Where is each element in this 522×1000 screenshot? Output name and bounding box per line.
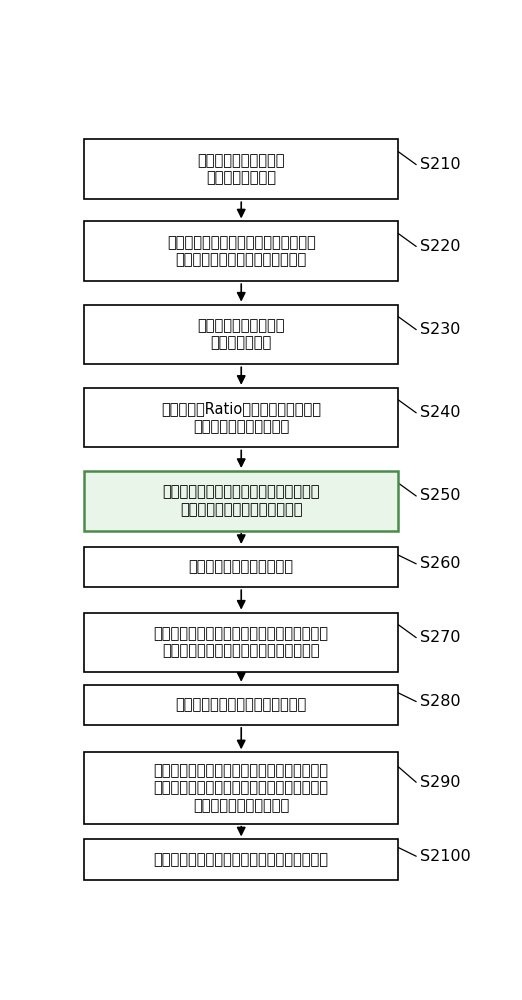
Text: S260: S260 — [420, 556, 461, 571]
Text: S240: S240 — [420, 405, 461, 420]
Text: 根据辐射长度获得材料厚度: 根据辐射长度获得材料厚度 — [189, 560, 294, 575]
FancyBboxPatch shape — [85, 388, 398, 447]
Text: S290: S290 — [420, 775, 461, 790]
Text: S220: S220 — [420, 239, 461, 254]
Text: 计算材料的Ratio参数，获取初始原子
序数值和初始相对质量数: 计算材料的Ratio参数，获取初始原子 序数值和初始相对质量数 — [161, 401, 321, 434]
FancyBboxPatch shape — [85, 221, 398, 281]
Text: S270: S270 — [420, 630, 461, 645]
Text: 根据初始原子序数值和初始相对质量数与
辐射长度的关系，计算辐射长度: 根据初始原子序数值和初始相对质量数与 辐射长度的关系，计算辐射长度 — [162, 485, 320, 517]
Text: 将运动轨迹和径迹信息
符合，确定对象: 将运动轨迹和径迹信息 符合，确定对象 — [197, 318, 285, 351]
Text: 利用成像算法对被测车辆整体重建材料分布图: 利用成像算法对被测车辆整体重建材料分布图 — [154, 852, 329, 867]
FancyBboxPatch shape — [85, 685, 398, 725]
Text: 根据初始原子序数值和初始相对质量数和材料
的厚度，计算材料的阻挡参数和散射参数: 根据初始原子序数值和初始相对质量数和材料 的厚度，计算材料的阻挡参数和散射参数 — [154, 626, 329, 659]
Text: 根据阻挡参数和散射参数识别材料: 根据阻挡参数和散射参数识别材料 — [175, 697, 307, 712]
FancyBboxPatch shape — [85, 139, 398, 199]
FancyBboxPatch shape — [85, 471, 398, 531]
Text: 利用监控设备记录受检
查对象的运动轨迹: 利用监控设备记录受检 查对象的运动轨迹 — [197, 153, 285, 186]
FancyBboxPatch shape — [85, 839, 398, 880]
FancyBboxPatch shape — [85, 547, 398, 587]
FancyBboxPatch shape — [85, 613, 398, 672]
Text: S210: S210 — [420, 157, 461, 172]
FancyBboxPatch shape — [85, 305, 398, 364]
Text: S230: S230 — [420, 322, 460, 337]
Text: S2100: S2100 — [420, 849, 471, 864]
Text: S250: S250 — [420, 488, 461, 503]
Text: 根据所述阻挡作用、散射作用与材料特性的对
应关系，确定运动对象的材料的分类特征，利
用非参数检验方法作判定: 根据所述阻挡作用、散射作用与材料特性的对 应关系，确定运动对象的材料的分类特征，… — [154, 763, 329, 813]
Text: 利用位置灵敏探测器获取宇宙射线中的
带电粒子信息，其中包括径迹信息: 利用位置灵敏探测器获取宇宙射线中的 带电粒子信息，其中包括径迹信息 — [167, 235, 316, 267]
FancyBboxPatch shape — [85, 752, 398, 824]
Text: S280: S280 — [420, 694, 461, 709]
